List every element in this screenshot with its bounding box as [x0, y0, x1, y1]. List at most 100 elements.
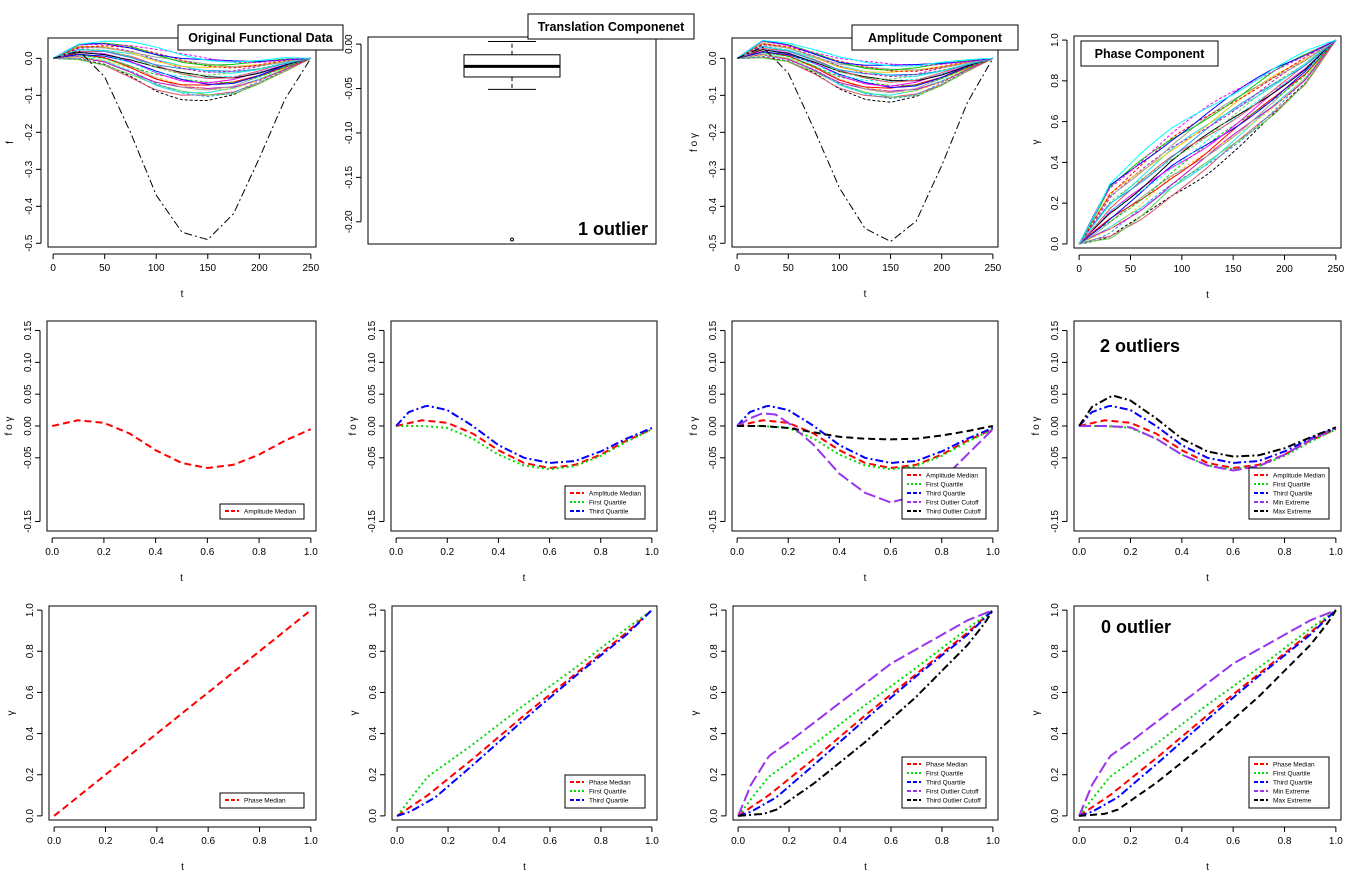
- overplotted-curve: [53, 50, 311, 79]
- legend-label: First Quartile: [1273, 482, 1311, 489]
- series-line: [737, 609, 994, 817]
- overplotted-curve: [1078, 39, 1337, 245]
- x-tick-label: 0.6: [1226, 547, 1240, 558]
- y-tick-label: -0.05: [1050, 446, 1061, 469]
- series-line: [1078, 404, 1337, 464]
- panel-p9: 0.0 0.2 0.4 0.6 0.8 1.0 γ 0.0 0.2 0.4 0.6 0.8 1.0 t Ph…: [6, 603, 318, 873]
- y-axis-label: γ: [6, 711, 17, 716]
- plot-frame: [732, 605, 999, 821]
- y-tick-label: 0.00: [23, 416, 34, 436]
- y-tick-label: 0.2: [368, 767, 379, 781]
- y-tick-label: -0.20: [344, 210, 355, 233]
- x-tick-label: 0: [1076, 264, 1082, 275]
- y-tick-label: 0.2: [25, 767, 36, 781]
- x-tick-label: 0.2: [99, 836, 113, 847]
- x-tick-label: 200: [1276, 264, 1293, 275]
- legend: Phase Median First Quartile Third Quartile…: [1248, 756, 1330, 809]
- legend-label: Third Quartile: [589, 798, 629, 805]
- y-tick-label: -0.15: [344, 166, 355, 189]
- y-tick-label: 0.4: [1050, 726, 1061, 740]
- series-line: [396, 609, 653, 817]
- y-tick-label: -0.1: [708, 86, 719, 104]
- y-tick-label: 1.0: [25, 603, 36, 617]
- series-line: [1078, 609, 1337, 817]
- title-box: [177, 24, 344, 51]
- overplotted-curves: [736, 39, 994, 103]
- legend: Amplitude Median First Quartile Third Quar…: [901, 467, 987, 520]
- series-line: [53, 50, 312, 241]
- overplotted-curve: [1078, 39, 1337, 245]
- y-tick-label: 0.00: [708, 416, 719, 436]
- y-axis-label: f o γ: [689, 417, 700, 436]
- y-tick-label: -0.05: [708, 446, 719, 469]
- x-tick-label: 250: [303, 263, 320, 274]
- x-tick-label: 50: [783, 263, 795, 274]
- overplotted-curve: [736, 49, 994, 82]
- x-axis-label: t: [1206, 862, 1209, 873]
- y-tick-label: -0.5: [24, 234, 35, 252]
- legend-label: First Outlier Cutoff: [926, 789, 979, 796]
- series-line: [53, 609, 312, 817]
- outlier-annotation: 1 outlier: [578, 219, 648, 239]
- y-axis-label: f o γ: [4, 417, 15, 436]
- y-tick-label: 0.0: [1050, 237, 1061, 251]
- legend-label: Third Quartile: [1273, 491, 1313, 498]
- y-tick-label: -0.4: [708, 197, 719, 215]
- box-outlier-point: [510, 237, 514, 242]
- legend-label: Third Outlier Cutoff: [926, 509, 981, 516]
- y-tick-label: 0.00: [344, 34, 355, 54]
- series-layer: [1078, 39, 1337, 245]
- x-tick-label: 0.8: [935, 836, 949, 847]
- x-tick-label: 0.6: [543, 547, 557, 558]
- legend-label: Third Outlier Cutoff: [926, 798, 981, 805]
- x-tick-label: 1.0: [986, 836, 1000, 847]
- overplotted-curve: [736, 39, 993, 67]
- y-tick-label: 1.0: [368, 603, 379, 617]
- x-tick-label: 100: [1173, 264, 1190, 275]
- y-axis-label: f o γ: [348, 417, 359, 436]
- overplotted-curve: [1079, 39, 1337, 245]
- x-tick-label: 150: [1225, 264, 1242, 275]
- y-tick-label: 0.8: [1050, 73, 1061, 87]
- y-tick-label: 0.0: [1050, 808, 1061, 822]
- overplotted-curve: [53, 51, 311, 84]
- y-tick-label: 0.15: [367, 320, 378, 340]
- y-tick-label: 0.6: [709, 685, 720, 699]
- overplotted-curve: [1078, 39, 1337, 245]
- x-tick-label: 100: [148, 263, 165, 274]
- x-tick-label: 0.4: [832, 547, 846, 558]
- x-tick-label: 0.8: [1278, 547, 1292, 558]
- y-tick-label: 0.6: [25, 685, 36, 699]
- legend-label: Max Extreme: [1273, 798, 1312, 805]
- x-tick-label: 0.0: [1072, 836, 1086, 847]
- y-tick-label: 0.0: [709, 808, 720, 822]
- x-tick-label: 150: [882, 263, 899, 274]
- overplotted-curve: [1078, 39, 1337, 245]
- x-tick-label: 0.6: [543, 836, 557, 847]
- y-tick-label: -0.4: [24, 197, 35, 215]
- chart-title: Amplitude Component: [868, 31, 1003, 45]
- x-tick-label: 0.0: [389, 547, 403, 558]
- x-tick-label: 1.0: [304, 547, 318, 558]
- x-tick-label: 0.0: [45, 547, 59, 558]
- chart-title: Original Functional Data: [188, 31, 334, 45]
- y-tick-label: 0.15: [1050, 320, 1061, 340]
- x-tick-label: 0: [50, 263, 56, 274]
- x-axis-label: t: [523, 573, 526, 584]
- legend-label: First Quartile: [926, 482, 964, 489]
- x-tick-label: 0.2: [440, 547, 454, 558]
- panel-p5: 0.15 0.10 0.05 0.00 -0.05 -0.15 f o γ 0.0 0.2 0.4…: [4, 320, 318, 584]
- y-tick-label: 0.10: [23, 352, 34, 372]
- x-tick-label: 200: [933, 263, 950, 274]
- plot-frame: [1073, 605, 1342, 821]
- title-box: [1080, 40, 1219, 67]
- y-tick-label: -0.15: [1050, 510, 1061, 533]
- legend: Phase Median: [219, 792, 305, 809]
- panel-p3: 0.0 -0.1 -0.2 -0.3 -0.4 -0.5 f o γ 0 50 100 150 200…: [689, 24, 1019, 300]
- y-tick-label: 0.6: [1050, 685, 1061, 699]
- legend-label: First Quartile: [589, 500, 627, 507]
- y-tick-label: 0.6: [1050, 114, 1061, 128]
- x-tick-label: 0.8: [1278, 836, 1292, 847]
- overplotted-curve: [1078, 39, 1337, 245]
